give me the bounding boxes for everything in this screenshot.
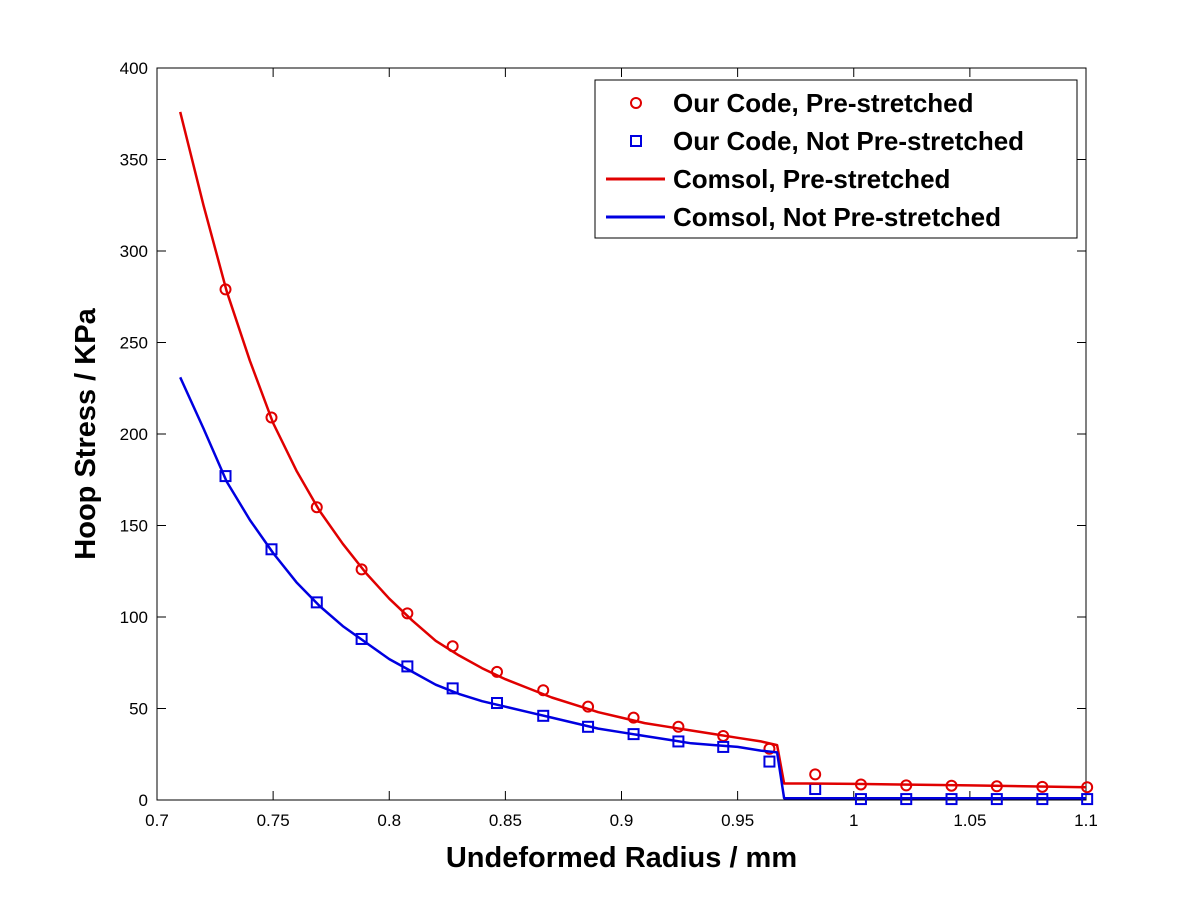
data-point [763,755,776,768]
x-tick-label: 1.05 [953,811,986,830]
y-tick-label: 150 [120,517,148,536]
x-tick-label: 0.85 [489,811,522,830]
x-tick-label: 0.75 [257,811,290,830]
data-point [809,768,822,781]
y-tick-label: 250 [120,334,148,353]
x-tick-label: 1.1 [1074,811,1098,830]
x-tick-label: 1 [849,811,858,830]
data-point [310,596,323,609]
legend-item: Comsol, Pre-stretched [606,164,950,194]
legend-label: Comsol, Not Pre-stretched [673,202,1001,232]
x-tick-label: 0.9 [610,811,634,830]
series-2 [178,111,1087,789]
series-layer [178,111,1094,806]
x-tick-label: 0.8 [377,811,401,830]
legend-item: Our Code, Pre-stretched [630,88,974,118]
y-axis-title: Hoop Stress / KPa [70,307,102,559]
y-tick-label: 200 [120,425,148,444]
legend-item: Our Code, Not Pre-stretched [630,126,1024,156]
legend-circle-marker [630,97,642,109]
legend-square-marker [630,135,642,147]
y-tick-label: 0 [139,791,148,810]
y-tick-label: 100 [120,608,148,627]
data-point [355,632,368,645]
data-point [401,607,414,620]
y-tick-label: 400 [120,59,148,78]
legend-label: Comsol, Pre-stretched [673,164,950,194]
x-axis: 0.7 0.75 0.8 0.85 0.9 0.95 1 1.05 1.1 [145,68,1098,830]
series-line [179,376,1086,800]
legend-item: Comsol, Not Pre-stretched [606,202,1001,232]
y-axis: 0 50 100 150 200 250 300 350 400 [120,59,1086,810]
y-tick-label: 300 [120,242,148,261]
series-line [178,111,1087,789]
legend: Our Code, Pre-stretched Our Code, Not Pre… [594,79,1078,239]
data-point [310,501,323,514]
legend-box [594,79,1078,239]
data-point [265,411,278,424]
x-tick-label: 0.7 [145,811,169,830]
y-tick-label: 350 [120,151,148,170]
legend-label: Our Code, Not Pre-stretched [673,126,1024,156]
series-3 [179,376,1086,800]
data-point [627,711,640,724]
legend-label: Our Code, Pre-stretched [673,88,974,118]
y-tick-label: 50 [129,700,148,719]
x-tick-label: 0.95 [721,811,754,830]
x-axis-title: Undeformed Radius / mm [446,842,797,874]
data-point [265,543,278,556]
data-point [355,563,368,576]
